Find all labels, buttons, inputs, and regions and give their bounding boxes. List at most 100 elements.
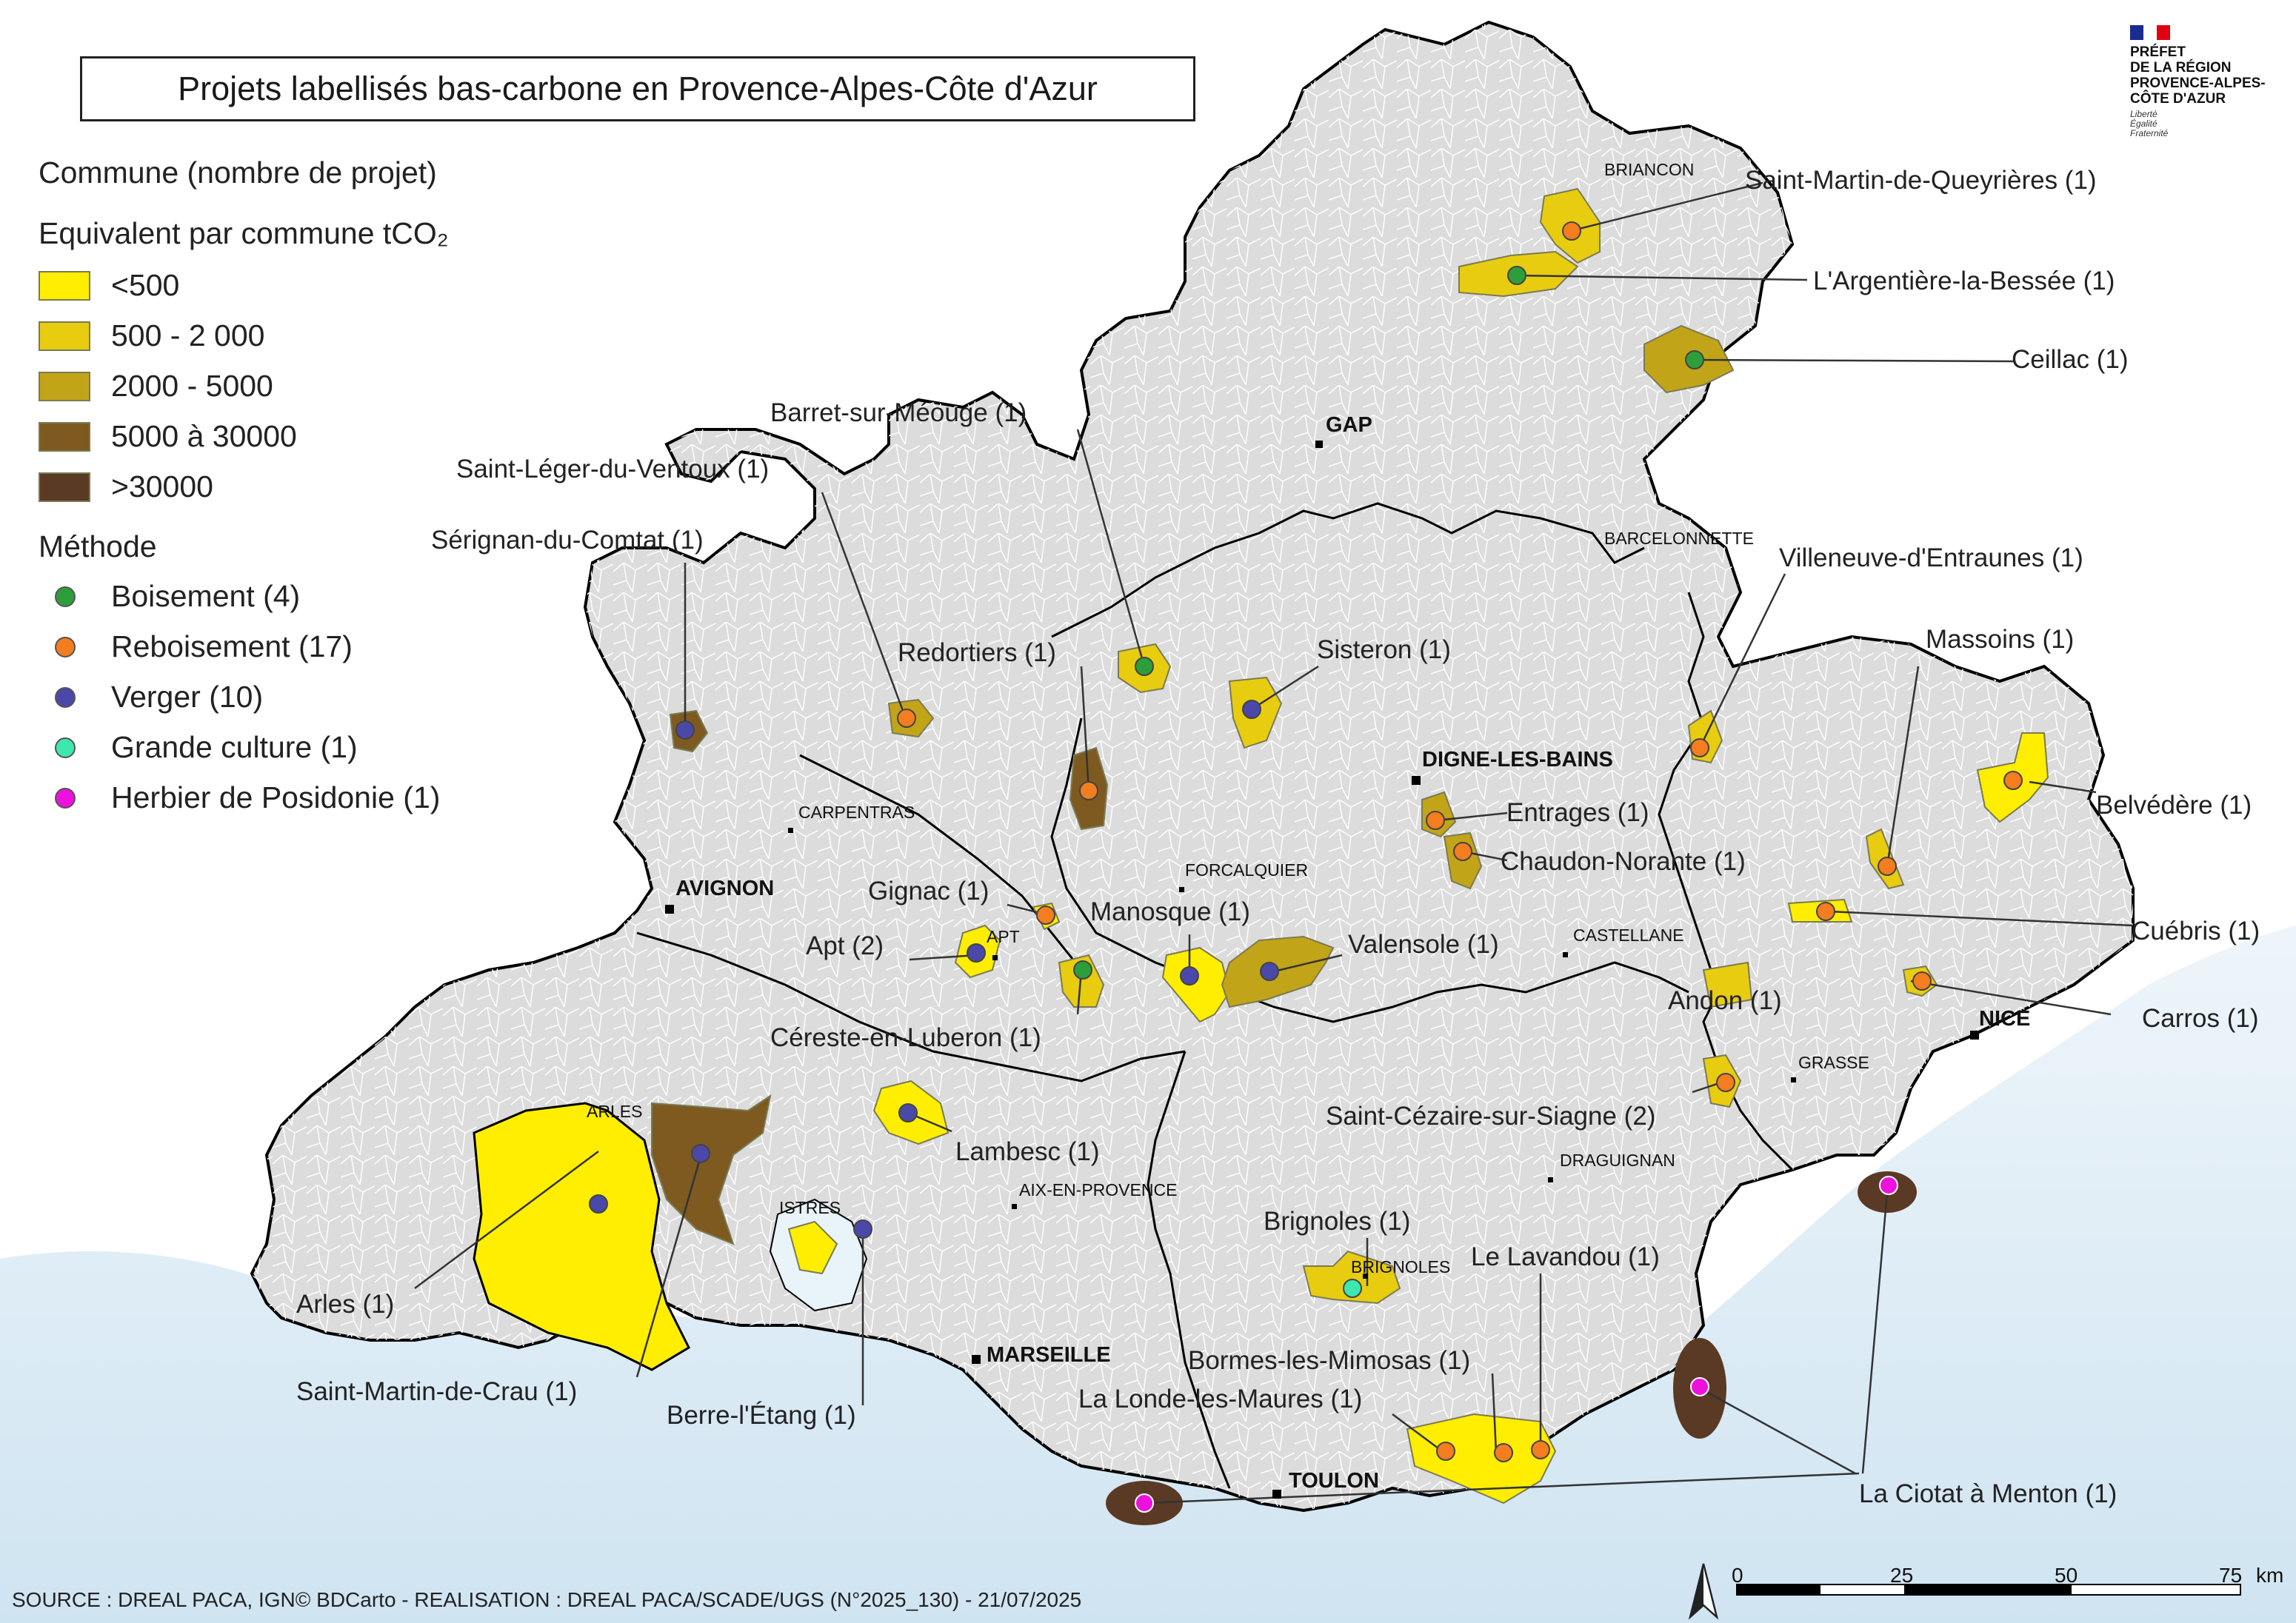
commune-label: Belvédère (1) — [2096, 791, 2252, 820]
scale-tick: 75 — [2219, 1564, 2243, 1587]
logo-line: CÔTE D'AZUR — [2130, 91, 2226, 107]
commune-label: L'Argentière-la-Bessée (1) — [1813, 267, 2115, 295]
commune-label: Sisteron (1) — [1317, 635, 1451, 664]
motto-line: Fraternité — [2130, 128, 2169, 138]
logo-line: DE LA RÉGION — [2130, 60, 2232, 76]
commune-label: Apt (2) — [806, 931, 884, 960]
city-label: GAP — [1326, 413, 1372, 437]
legend-method-dot — [55, 636, 76, 657]
commune-label: Entrages (1) — [1506, 798, 1649, 827]
poly-saint-martin-de-crau — [651, 1094, 772, 1245]
legend-class-4: 5000 à 30000 — [39, 419, 297, 454]
legend-method-label: Boisement (4) — [111, 579, 301, 613]
city-label: BRIGNOLES — [1351, 1257, 1451, 1276]
commune-label: Saint-Léger-du-Ventoux (1) — [456, 455, 770, 483]
commune-label: Massoins (1) — [1926, 625, 2075, 654]
method-dots — [589, 221, 2023, 1513]
commune-label: Lambesc (1) — [955, 1137, 1100, 1166]
legend-method-label: Grande culture (1) — [111, 730, 358, 764]
commune-label: Bormes-les-Mimosas (1) — [1188, 1346, 1471, 1375]
sea — [0, 926, 2296, 1623]
city-label: MARSEILLE — [987, 1343, 1111, 1367]
city-label: FORCALQUIER — [1185, 860, 1309, 880]
commune-label: Andon (1) — [1668, 986, 1782, 1015]
legend-method-dot — [55, 686, 76, 708]
commune-label: Valensole (1) — [1348, 930, 1499, 959]
french-flag-icon — [2130, 25, 2170, 40]
city-label: CARPENTRAS — [798, 803, 915, 822]
commune-label: Berre-l'Étang (1) — [667, 1401, 856, 1430]
commune-label: Redortiers (1) — [898, 638, 1056, 667]
legend-commune-heading: Commune (nombre de projet) — [39, 155, 437, 190]
legend-class-swatch — [39, 421, 90, 452]
commune-label: Carros (1) — [2142, 1004, 2259, 1033]
commune-label: Arles (1) — [296, 1290, 395, 1319]
legend-class-label: 2000 - 5000 — [111, 369, 273, 403]
commune-label: Villeneuve-d'Entraunes (1) — [1779, 543, 2083, 572]
legend-class-swatch — [39, 472, 90, 502]
map-title-text: Projets labellisés bas-carbone en Proven… — [178, 70, 1098, 107]
scale-tick: 0 — [1732, 1564, 1743, 1587]
commune-label: Saint-Cézaire-sur-Siagne (2) — [1326, 1102, 1656, 1131]
legend-method-label: Verger (10) — [111, 680, 264, 714]
legend-class-swatch — [39, 321, 90, 351]
legend-class-swatch — [39, 270, 90, 301]
commune-label: Brignoles (1) — [1264, 1207, 1411, 1236]
commune-label: Sérignan-du-Comtat (1) — [431, 526, 704, 555]
source-credit: SOURCE : DREAL PACA, IGN© BDCarto - REAL… — [12, 1588, 1082, 1611]
legend-class-3: 2000 - 5000 — [39, 369, 273, 404]
legend-method-dot — [55, 737, 76, 758]
legend-class-5: >30000 — [39, 469, 213, 504]
legend-class-1: <500 — [39, 268, 179, 303]
legend-method-5: Herbier de Posidonie (1) — [39, 780, 440, 815]
scale-bar — [1736, 1584, 2241, 1596]
scale-tick: 25 — [1890, 1564, 1914, 1587]
commune-label: Saint-Martin-de-Queyrières (1) — [1745, 166, 2097, 195]
legend-method-dot — [55, 586, 76, 607]
city-label: AVIGNON — [675, 877, 775, 900]
city-label: ARLES — [587, 1102, 643, 1121]
commune-label: Ceillac (1) — [2012, 345, 2129, 374]
city-label: ISTRES — [779, 1198, 841, 1217]
commune-label: Chaudon-Norante (1) — [1501, 847, 1746, 876]
legend-method-1: Boisement (4) — [39, 579, 300, 614]
commune-polygons — [473, 187, 2049, 1505]
scale-unit: km — [2256, 1564, 2284, 1587]
city-label: BRIANCON — [1604, 160, 1695, 179]
legend-method-dot — [55, 787, 76, 809]
legend-method-label: Herbier de Posidonie (1) — [111, 780, 441, 814]
north-arrow-icon — [1688, 1563, 1719, 1620]
city-label: GRASSE — [1798, 1053, 1869, 1072]
legend-class-label: >30000 — [111, 469, 213, 503]
poly-la-londe — [1406, 1413, 1557, 1505]
legend-class-2: 500 - 2 000 — [39, 318, 264, 353]
motto-line: Liberté — [2130, 109, 2157, 119]
legend-class-label: 5000 à 30000 — [111, 419, 297, 453]
legend-class-label: 500 - 2 000 — [111, 318, 265, 352]
city-label: APT — [987, 927, 1020, 946]
poly-berre — [787, 1220, 838, 1275]
city-label: TOULON — [1289, 1469, 1379, 1493]
city-label: NICE — [1979, 1007, 2031, 1031]
commune-label: Cuébris (1) — [2132, 917, 2260, 946]
legend-method-label: Reboisement (17) — [111, 629, 353, 663]
commune-label: Barret-sur-Méouge (1) — [770, 398, 1027, 427]
legend-method-4: Grande culture (1) — [39, 730, 358, 765]
poly-andon — [1702, 961, 1753, 1008]
scale-tick: 50 — [2055, 1564, 2078, 1587]
legend-class-swatch — [39, 371, 90, 401]
city-label: DRAGUIGNAN — [1560, 1151, 1675, 1170]
poly-manosque — [1161, 946, 1231, 1023]
legend-method-heading: Méthode — [39, 529, 157, 563]
map-title: Projets labellisés bas-carbone en Proven… — [80, 56, 1195, 121]
city-markers — [665, 441, 1979, 1499]
city-label: CASTELLANE — [1573, 926, 1684, 945]
logo-motto: Liberté Égalité Fraternité — [2130, 110, 2266, 138]
motto-line: Égalité — [2130, 118, 2157, 129]
city-label: BARCELONNETTE — [1604, 529, 1754, 548]
commune-label: Manosque (1) — [1090, 897, 1250, 926]
poly-brignoles — [1302, 1250, 1401, 1305]
commune-label: Le Lavandou (1) — [1471, 1242, 1660, 1271]
logo-line: PRÉFET — [2130, 44, 2186, 60]
department-borders — [636, 502, 1794, 1489]
